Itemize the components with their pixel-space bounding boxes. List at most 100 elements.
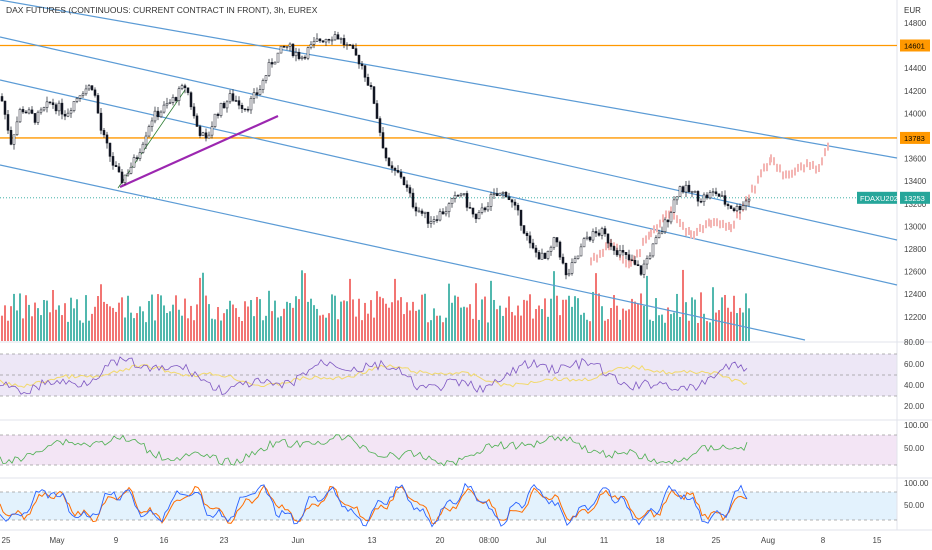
candle [234,100,238,102]
volume-bar [484,296,486,341]
volume-bar [568,295,570,341]
candle [486,206,490,211]
price-tick-label: 14400 [904,64,927,73]
candle [504,192,508,198]
candle [192,106,196,117]
volume-bar [202,272,204,341]
candle [660,231,664,234]
volume-bar [538,305,540,341]
candle [258,89,262,95]
candle [36,111,40,123]
volume-bar [676,293,678,341]
volume-bar [730,311,732,341]
candle [363,65,367,78]
candle [438,211,442,221]
time-tick-label: Jun [292,536,305,545]
candle [270,62,274,65]
candle [555,237,559,243]
projection-candle [650,229,652,238]
volume-bar [94,306,96,341]
volume-bar [82,322,84,341]
volume-bar [343,300,345,341]
candle [201,132,205,136]
volume-bar [661,314,663,341]
volume-bar [532,318,534,341]
candle [333,34,337,41]
candle [405,184,409,188]
drawings-layer [0,0,898,341]
volume-bar [604,320,606,341]
volume-bar [322,314,324,341]
volume-bar [400,297,402,341]
volume-bar [685,302,687,341]
volume-bar [307,301,309,341]
candle [135,157,139,159]
candle [579,246,583,257]
volume-bar [103,301,105,341]
candle [645,258,649,265]
candle [339,38,343,40]
projection-candle [693,231,695,240]
volume-bar [295,296,297,341]
volume-bar [337,319,339,341]
volume-bar [694,299,696,341]
oscillator-line [0,434,748,467]
volume-bar [655,298,657,341]
volume-bar [601,306,603,341]
candle [447,203,451,213]
volume-bar [391,302,393,341]
candle [285,46,289,48]
volume-bar [118,302,120,341]
candle [69,110,73,114]
volume-bar [421,294,423,341]
volume-bar [163,305,165,341]
volume-bar [427,322,429,341]
candle [672,199,676,213]
candle [99,112,103,131]
volume-bar [334,295,336,341]
candle [483,207,487,211]
candle [678,186,682,197]
candle [198,126,202,136]
candle [702,194,706,202]
candle [162,104,166,113]
volume-bar [469,304,471,341]
volume-bar [262,320,264,341]
projection-candle [751,184,753,193]
volume-bar [61,315,63,341]
volume-bar [463,306,465,341]
volume-bar [382,298,384,341]
level-badge [900,131,930,144]
projection-candle [605,242,607,251]
candle [510,199,514,203]
volume-bar [709,322,711,341]
oscillator-band [0,435,897,465]
projection-candle [776,163,778,172]
candle [582,238,586,248]
candle [72,101,76,111]
volume-bar [220,320,222,341]
volume-bar [403,314,405,341]
candle [477,212,481,220]
candle [306,47,310,59]
candle [210,126,214,136]
volume-bar [271,311,273,341]
volume-bar [424,293,426,341]
projection-candle [728,221,730,230]
volume-bar [577,298,579,341]
volume-bar [373,317,375,341]
time-tick-label: 9 [114,536,119,545]
volume-bar [397,300,399,341]
projection-candle [710,219,712,228]
volume-bar [250,300,252,341]
volume-bar [349,278,351,341]
candle [18,109,22,123]
rsi-band [0,354,897,396]
volume-bar [205,295,207,341]
volume-bar [211,318,213,341]
volume-bar [475,283,477,341]
time-tick-label: 13 [368,536,377,545]
volume-bar [76,299,78,341]
volume-bar [193,320,195,341]
